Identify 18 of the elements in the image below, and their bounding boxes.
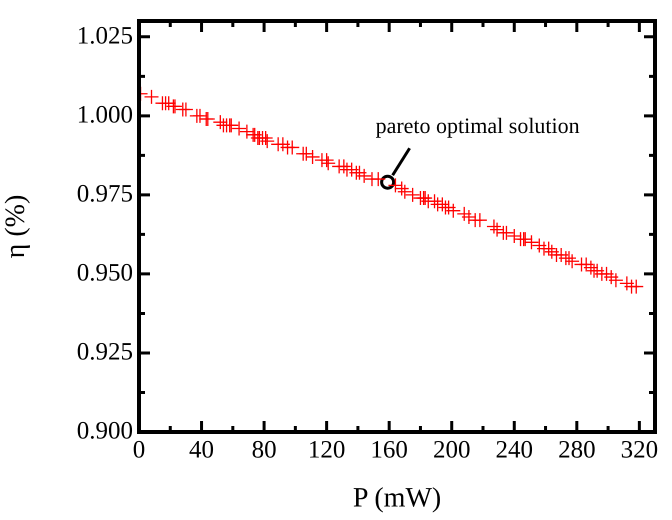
x-tick-label: 40 — [189, 436, 214, 464]
x-tick-label: 240 — [496, 436, 534, 464]
y-tick-label: 1.025 — [76, 22, 133, 50]
x-tick-label: 280 — [558, 436, 596, 464]
annotation: pareto optimal solution — [376, 113, 580, 138]
x-tick-label: 160 — [370, 436, 408, 464]
x-tick-label: 0 — [132, 436, 146, 464]
x-tick-label: 120 — [308, 436, 346, 464]
x-tick-label: 200 — [432, 436, 470, 464]
y-tick-label: 0.950 — [76, 259, 133, 286]
y-tick-label: 0.975 — [76, 180, 133, 208]
x-axis-title: P (mW) — [352, 482, 442, 514]
x-tick-label: 80 — [252, 436, 277, 464]
x-tick-label: 320 — [620, 436, 658, 464]
y-tick-label: 0.900 — [76, 418, 133, 445]
y-axis-title: η (%) — [0, 194, 32, 258]
y-tick-label: 0.925 — [76, 338, 133, 366]
y-tick-label: 1.000 — [76, 101, 133, 128]
